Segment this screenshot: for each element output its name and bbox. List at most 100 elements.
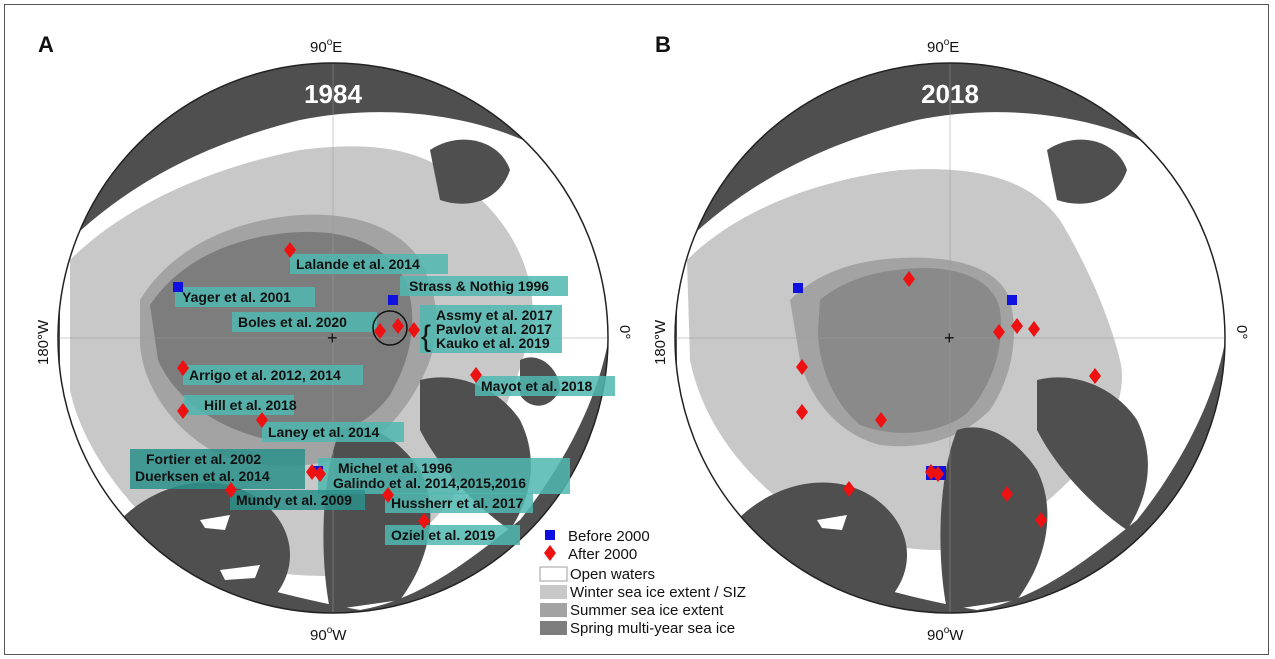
after-2000-marker xyxy=(1089,368,1101,384)
after-2000-marker xyxy=(374,323,386,339)
legend-winter-swatch xyxy=(540,585,567,599)
label-yager: Yager et al. 2001 xyxy=(182,289,291,305)
brace-icon: { xyxy=(421,320,431,353)
label-box xyxy=(262,422,404,442)
after-2000-marker xyxy=(843,481,855,497)
panel-a-year: 1984 xyxy=(304,79,362,109)
label-box xyxy=(475,376,615,396)
after-2000-marker xyxy=(1028,321,1040,337)
before-2000-marker xyxy=(173,282,183,292)
compass-top: 90oE xyxy=(927,37,959,56)
legend-summer-label: Summer sea ice extent xyxy=(570,602,724,619)
label-boles: Boles et al. 2020 xyxy=(238,314,347,330)
study-labels: Lalande et al. 2014 Yager et al. 2001 St… xyxy=(130,254,615,545)
label-assmy: Assmy et al. 2017 xyxy=(436,307,553,323)
multiyear-ice xyxy=(150,231,413,441)
legend: Before 2000 After 2000 Open waters Winte… xyxy=(539,528,746,637)
label-box xyxy=(420,305,562,353)
land-mass xyxy=(430,139,510,204)
after-2000-marker xyxy=(225,482,237,498)
after-2000-marker xyxy=(306,464,318,480)
after-2000-marker xyxy=(177,403,189,419)
land-mass xyxy=(1047,139,1127,204)
after-2000-marker xyxy=(392,318,404,334)
label-box xyxy=(290,254,448,274)
ice-patch xyxy=(817,515,847,530)
label-galindo: Galindo et al. 2014,2015,2016 xyxy=(333,475,526,491)
figure-frame xyxy=(4,4,1269,655)
label-box xyxy=(385,493,533,513)
label-box xyxy=(183,365,363,385)
north-pole-cross: + xyxy=(944,328,955,348)
legend-open-swatch xyxy=(539,566,568,582)
after-2000-marker xyxy=(177,360,189,376)
ice-patch xyxy=(220,565,260,580)
after-2000-marker xyxy=(993,324,1005,340)
legend-summer-swatch xyxy=(540,603,567,617)
after-2000-marker xyxy=(418,513,430,529)
after-2000-marker xyxy=(382,487,394,503)
label-pavlov: Pavlov et al. 2017 xyxy=(436,321,552,337)
legend-winter-label: Winter sea ice extent / SIZ xyxy=(570,584,746,601)
compass-bottom: 90oW xyxy=(927,625,964,644)
label-hussherr: Hussherr et al. 2017 xyxy=(391,495,524,511)
legend-after-label: After 2000 xyxy=(568,546,637,563)
compass-left: 180°W xyxy=(652,319,669,365)
land-mass xyxy=(1037,377,1148,530)
label-duerksen: Duerksen et al. 2014 xyxy=(135,468,270,484)
label-box xyxy=(184,395,294,415)
after-2000-marker xyxy=(796,359,808,375)
after-2000-marker xyxy=(932,466,944,482)
panel-a: A + 1984 90oE 90oW xyxy=(35,32,633,644)
legend-open-label: Open waters xyxy=(570,566,655,583)
label-lalande: Lalande et al. 2014 xyxy=(296,256,420,272)
legend-spring-swatch xyxy=(540,621,567,635)
ice-patch xyxy=(200,515,230,530)
label-strass: Strass & Nothig 1996 xyxy=(409,278,549,294)
label-laney: Laney et al. 2014 xyxy=(268,424,380,440)
after-2000-marker xyxy=(1011,318,1023,334)
panel-a-outline xyxy=(57,62,609,614)
panel-a-markers xyxy=(173,242,482,529)
panel-a-letter: A xyxy=(38,32,54,57)
legend-before-marker xyxy=(545,530,555,540)
legend-spring-label: Spring multi-year sea ice xyxy=(570,620,735,637)
after-2000-marker xyxy=(796,404,808,420)
label-mayot: Mayot et al. 2018 xyxy=(481,378,592,394)
after-2000-marker xyxy=(314,466,326,482)
before-2000-marker xyxy=(388,295,398,305)
label-kauko: Kauko et al. 2019 xyxy=(436,335,550,351)
label-oziel: Oziel et al. 2019 xyxy=(391,527,495,543)
label-box xyxy=(175,287,315,307)
label-box xyxy=(230,490,365,510)
multiyear-ice xyxy=(818,268,1001,433)
panel-b-map: + xyxy=(675,63,1225,613)
after-2000-marker xyxy=(1035,512,1047,528)
legend-before-label: Before 2000 xyxy=(568,528,650,545)
label-hill: Hill et al. 2018 xyxy=(204,397,297,413)
compass-top: 90oE xyxy=(310,37,342,56)
label-box xyxy=(400,276,568,296)
panel-b: B + 2018 90oE 90oW 180°W 0° xyxy=(652,32,1250,644)
before-2000-marker xyxy=(1007,295,1017,305)
label-box xyxy=(130,449,305,489)
compass-right: 0° xyxy=(616,325,633,339)
label-michel: Michel et al. 1996 xyxy=(338,460,453,476)
label-arrigo: Arrigo et al. 2012, 2014 xyxy=(189,367,341,383)
north-pole-cross: + xyxy=(327,328,338,348)
after-2000-marker xyxy=(284,242,296,258)
compass-right: 0° xyxy=(1233,325,1250,339)
compass-bottom: 90oW xyxy=(310,625,347,644)
after-2000-marker xyxy=(903,271,915,287)
after-2000-marker xyxy=(1001,486,1013,502)
after-2000-marker xyxy=(408,322,420,338)
after-2000-marker xyxy=(470,367,482,383)
label-mundy: Mundy et al. 2009 xyxy=(236,492,352,508)
panel-b-outline xyxy=(674,62,1226,614)
highlight-circle xyxy=(372,310,408,346)
after-2000-marker xyxy=(875,412,887,428)
compass-left: 180°W xyxy=(35,319,52,365)
panel-b-year: 2018 xyxy=(921,79,979,109)
panel-b-letter: B xyxy=(655,32,671,57)
